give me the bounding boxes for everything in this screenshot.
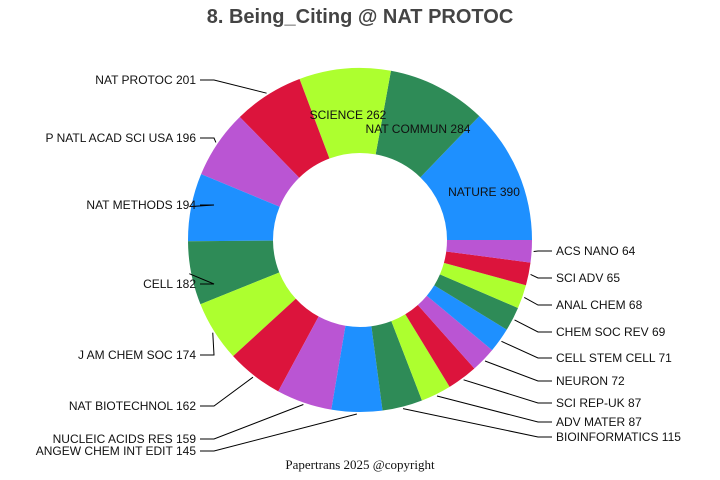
slice-label: SCI REP-UK 87 [556,396,642,410]
slice-j-am-chem-soc[interactable] [200,272,296,357]
slice-label: NAT PROTOC 201 [95,73,196,87]
slice-label: NAT METHODS 194 [86,198,196,212]
leader-line [514,319,552,333]
slice-science[interactable] [299,67,391,159]
leader-line [200,79,267,94]
slice-bioinformatics[interactable] [371,321,422,411]
copyright-footer: Papertrans 2025 @copyright [285,457,435,472]
slice-cell[interactable] [188,240,280,305]
leader-line [200,404,304,440]
slice-label: NAT COMMUN 284 [366,122,471,136]
slice-label: BIOINFORMATICS 115 [556,430,681,444]
leader-line [200,413,357,452]
slice-sci-adv[interactable] [443,251,531,286]
slice-label: SCIENCE 262 [310,108,387,122]
slice-neuron[interactable] [417,295,493,369]
slice-label: NATURE 390 [448,185,520,199]
leader-line [501,340,552,359]
leader-line [189,204,215,208]
slice-nat-methods[interactable] [188,174,280,242]
slice-label: ANGEW CHEM INT EDIT 145 [36,444,197,458]
slice-nat-protoc[interactable] [239,78,330,178]
slice-label: ANAL CHEM 68 [556,298,643,312]
leader-line [200,137,217,143]
chart-title: 8. Being_Citing @ NAT PROTOC [206,6,514,28]
slice-anal-chem[interactable] [439,262,526,308]
slice-acs-nano[interactable] [446,240,532,263]
slice-chem-soc-rev[interactable] [434,274,519,330]
slice-label: CELL STEM CELL 71 [556,351,672,365]
slice-label: ACS NANO 64 [556,244,636,258]
leader-line [189,273,215,285]
slice-sci-rep-uk[interactable] [405,304,475,387]
slice-label: J AM CHEM SOC 174 [78,348,196,362]
slice-label: CELL 182 [143,277,196,291]
slice-adv-mater[interactable] [391,314,450,401]
slice-label: NEURON 72 [556,374,625,388]
slice-label: NAT BIOTECHNOL 162 [69,399,196,413]
leader-line [402,408,552,438]
leader-line [524,296,552,306]
slice-label: SCI ADV 65 [556,271,620,285]
leader-line [484,360,552,382]
slice-nat-commun[interactable] [375,70,480,178]
slice-label: CHEM SOC REV 69 [556,325,666,339]
leader-line [463,379,552,404]
leader-line [200,332,215,356]
slice-cell-stem-cell[interactable] [426,285,507,351]
slice-nature[interactable] [420,116,532,240]
leader-line [200,376,254,407]
leader-line [530,273,552,279]
slice-p-natl-acad-sci-usa[interactable] [201,116,300,207]
slice-nucleic-acids-res[interactable] [278,316,346,410]
slice-nat-biotechnol[interactable] [233,298,319,392]
slice-angew-chem-int-edit[interactable] [331,325,383,412]
leader-lines [189,79,552,452]
slice-label: NUCLEIC ACIDS RES 159 [53,432,197,446]
leader-line [436,395,552,423]
slice-label: P NATL ACAD SCI USA 196 [45,131,196,145]
slice-label: ADV MATER 87 [556,415,642,429]
donut-slices [188,67,532,412]
